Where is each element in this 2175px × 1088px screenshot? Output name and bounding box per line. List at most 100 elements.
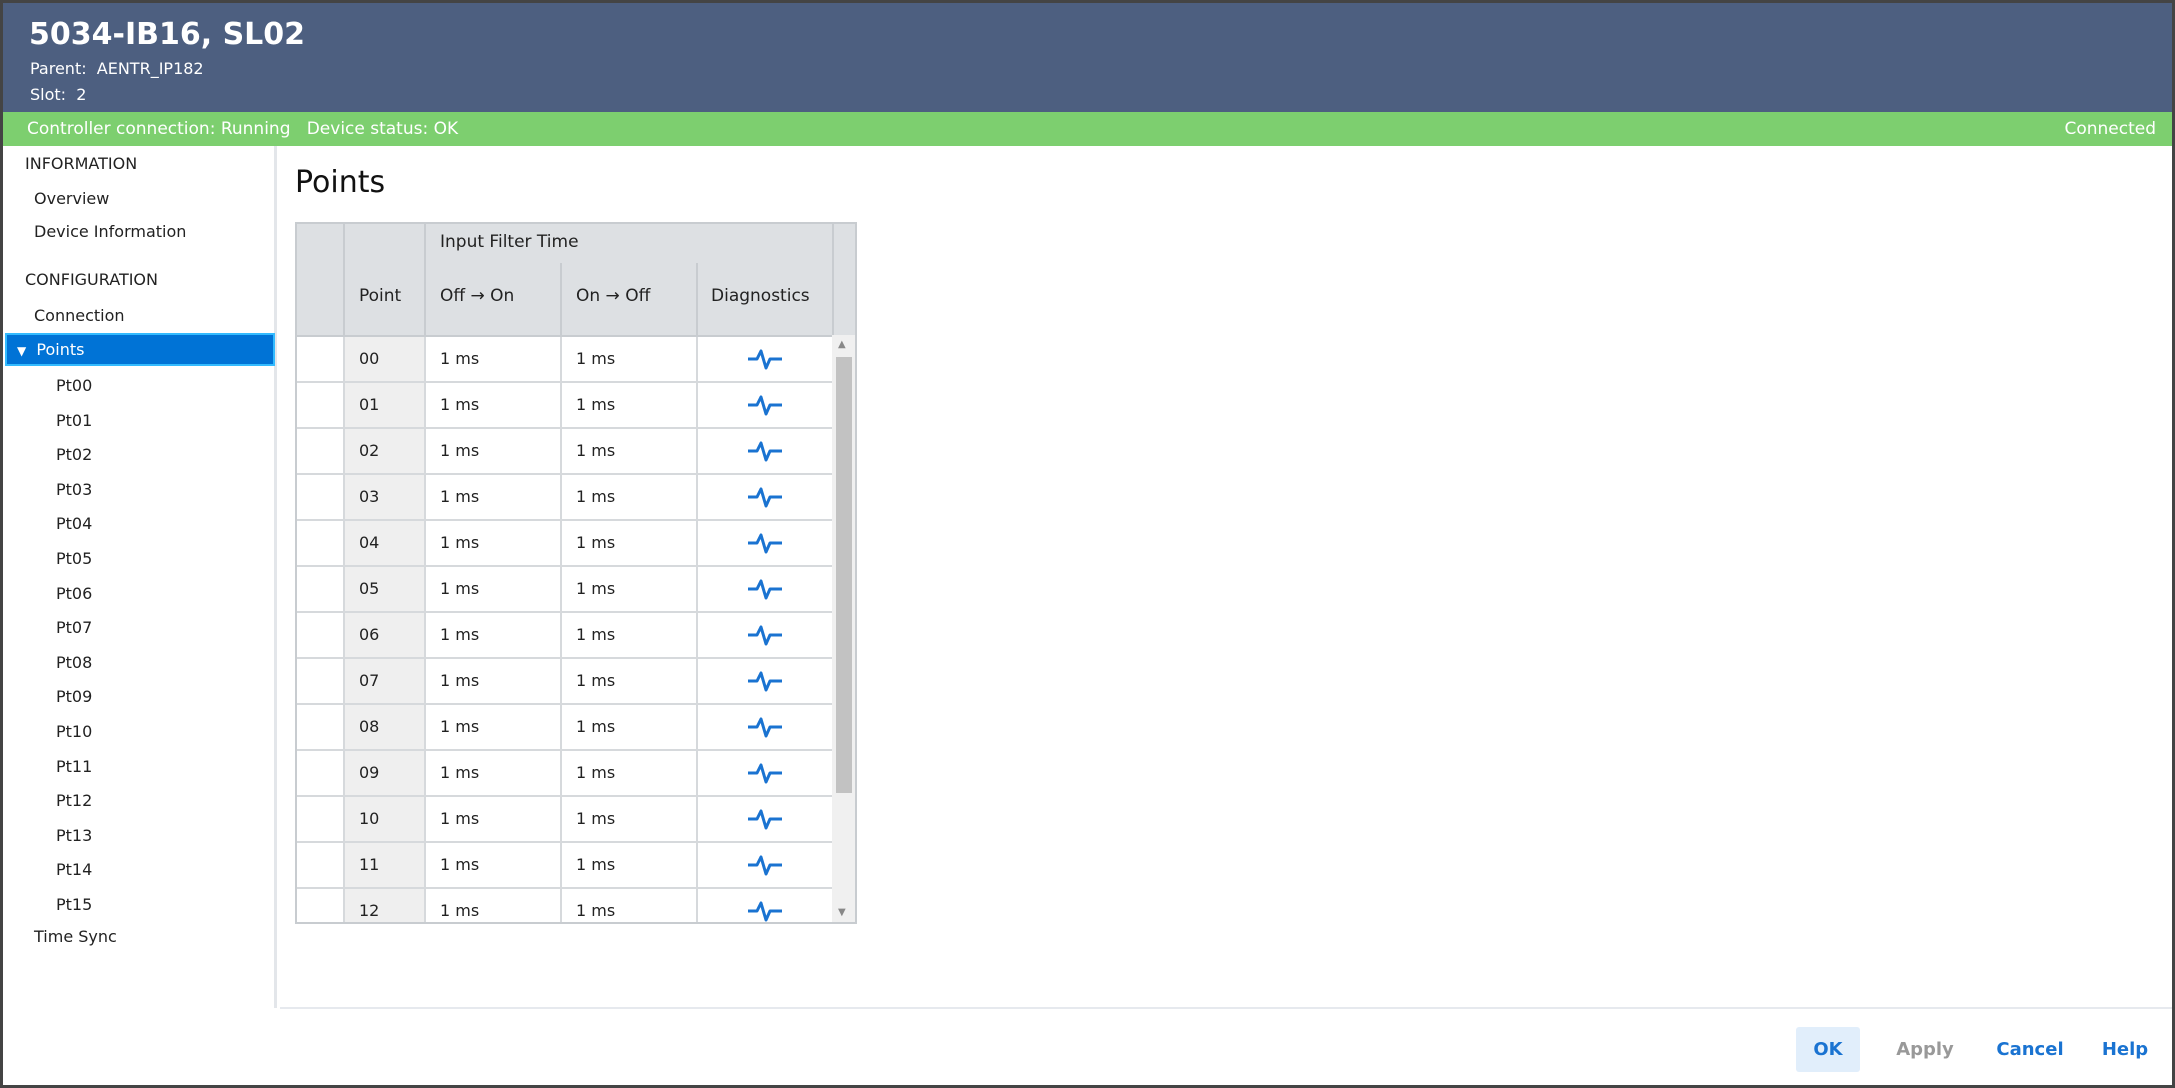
off-on-cell[interactable]: 1 ms [426,659,562,703]
sidebar-item-pt01[interactable]: Pt01 [56,410,93,430]
pulse-icon[interactable] [747,487,783,513]
diagnostics-cell[interactable] [698,659,834,703]
row-selector[interactable] [297,659,345,703]
sidebar-item-pt13[interactable]: Pt13 [56,825,93,845]
row-selector[interactable] [297,383,345,427]
on-off-cell[interactable]: 1 ms [562,521,698,565]
vertical-scrollbar[interactable]: ▲ ▼ [832,335,855,922]
sidebar-item-device-information[interactable]: Device Information [34,222,187,241]
off-on-cell[interactable]: 1 ms [426,383,562,427]
row-selector[interactable] [297,429,345,473]
table-row[interactable]: 04 1 ms 1 ms [297,521,834,567]
on-off-cell[interactable]: 1 ms [562,751,698,795]
on-off-cell[interactable]: 1 ms [562,659,698,703]
sidebar-item-points[interactable]: ▼ Points [5,333,275,366]
off-on-cell[interactable]: 1 ms [426,751,562,795]
row-selector[interactable] [297,705,345,749]
sidebar-item-pt15[interactable]: Pt15 [56,895,93,914]
diagnostics-cell[interactable] [698,429,834,473]
row-selector[interactable] [297,797,345,841]
diagnostics-cell[interactable] [698,475,834,519]
table-row[interactable]: 06 1 ms 1 ms [297,613,834,659]
on-off-cell[interactable]: 1 ms [562,613,698,657]
off-on-cell[interactable]: 1 ms [426,843,562,887]
table-row[interactable]: 00 1 ms 1 ms [297,337,834,383]
off-on-cell[interactable]: 1 ms [426,889,562,922]
row-selector[interactable] [297,567,345,611]
pulse-icon[interactable] [747,625,783,651]
table-row[interactable]: 02 1 ms 1 ms [297,429,834,475]
off-on-cell[interactable]: 1 ms [426,705,562,749]
diagnostics-cell[interactable] [698,337,834,381]
table-row[interactable]: 10 1 ms 1 ms [297,797,834,843]
sidebar-item-connection[interactable]: Connection [34,306,125,325]
sidebar-item-pt03[interactable]: Pt03 [56,479,93,499]
header-off-on[interactable]: Off → On [426,263,562,335]
row-selector[interactable] [297,475,345,519]
diagnostics-cell[interactable] [698,521,834,565]
pulse-icon[interactable] [747,579,783,605]
on-off-cell[interactable]: 1 ms [562,889,698,922]
on-off-cell[interactable]: 1 ms [562,567,698,611]
table-row[interactable]: 08 1 ms 1 ms [297,705,834,751]
row-selector[interactable] [297,337,345,381]
diagnostics-cell[interactable] [698,843,834,887]
table-row[interactable]: 01 1 ms 1 ms [297,383,834,429]
off-on-cell[interactable]: 1 ms [426,797,562,841]
sidebar-item-pt14[interactable]: Pt14 [56,860,93,880]
row-selector[interactable] [297,613,345,657]
pulse-icon[interactable] [747,717,783,743]
on-off-cell[interactable]: 1 ms [562,337,698,381]
expand-triangle-icon[interactable]: ▼ [17,344,27,358]
ok-button[interactable]: OK [1796,1027,1860,1072]
pulse-icon[interactable] [747,533,783,559]
scroll-up-arrow-icon[interactable]: ▲ [838,339,846,350]
off-on-cell[interactable]: 1 ms [426,613,562,657]
on-off-cell[interactable]: 1 ms [562,705,698,749]
pulse-icon[interactable] [747,395,783,421]
pulse-icon[interactable] [747,809,783,835]
table-row[interactable]: 03 1 ms 1 ms [297,475,834,521]
diagnostics-cell[interactable] [698,567,834,611]
help-button[interactable]: Help [2101,1039,2149,1060]
sidebar-item-pt12[interactable]: Pt12 [56,791,93,811]
sidebar-item-time-sync[interactable]: Time Sync [34,927,117,946]
sidebar-item-pt07[interactable]: Pt07 [56,618,93,638]
off-on-cell[interactable]: 1 ms [426,337,562,381]
scroll-down-arrow-icon[interactable]: ▼ [838,907,846,918]
diagnostics-cell[interactable] [698,889,834,922]
off-on-cell[interactable]: 1 ms [426,521,562,565]
off-on-cell[interactable]: 1 ms [426,567,562,611]
off-on-cell[interactable]: 1 ms [426,475,562,519]
scrollbar-thumb[interactable] [836,357,852,793]
on-off-cell[interactable]: 1 ms [562,797,698,841]
diagnostics-cell[interactable] [698,751,834,795]
sidebar-item-pt00[interactable]: Pt00 [56,376,93,395]
sidebar-item-overview[interactable]: Overview [34,189,110,208]
sidebar-item-pt08[interactable]: Pt08 [56,652,93,672]
pulse-icon[interactable] [747,855,783,881]
table-row[interactable]: 12 1 ms 1 ms [297,889,834,922]
on-off-cell[interactable]: 1 ms [562,429,698,473]
table-row[interactable]: 09 1 ms 1 ms [297,751,834,797]
sidebar-item-pt02[interactable]: Pt02 [56,445,93,465]
header-point[interactable]: Point [345,224,426,335]
table-row[interactable]: 05 1 ms 1 ms [297,567,834,613]
diagnostics-cell[interactable] [698,797,834,841]
cancel-button[interactable]: Cancel [1996,1039,2064,1060]
row-selector[interactable] [297,843,345,887]
table-row[interactable]: 11 1 ms 1 ms [297,843,834,889]
diagnostics-cell[interactable] [698,383,834,427]
pulse-icon[interactable] [747,349,783,375]
sidebar-item-pt10[interactable]: Pt10 [56,722,93,741]
sidebar-item-pt05[interactable]: Pt05 [56,549,93,568]
pulse-icon[interactable] [747,671,783,697]
sidebar-item-pt09[interactable]: Pt09 [56,687,93,707]
on-off-cell[interactable]: 1 ms [562,475,698,519]
sidebar-item-pt11[interactable]: Pt11 [56,756,93,776]
table-row[interactable]: 07 1 ms 1 ms [297,659,834,705]
header-diagnostics[interactable]: Diagnostics [698,224,834,335]
row-selector[interactable] [297,889,345,922]
header-on-off[interactable]: On → Off [562,263,698,335]
diagnostics-cell[interactable] [698,613,834,657]
